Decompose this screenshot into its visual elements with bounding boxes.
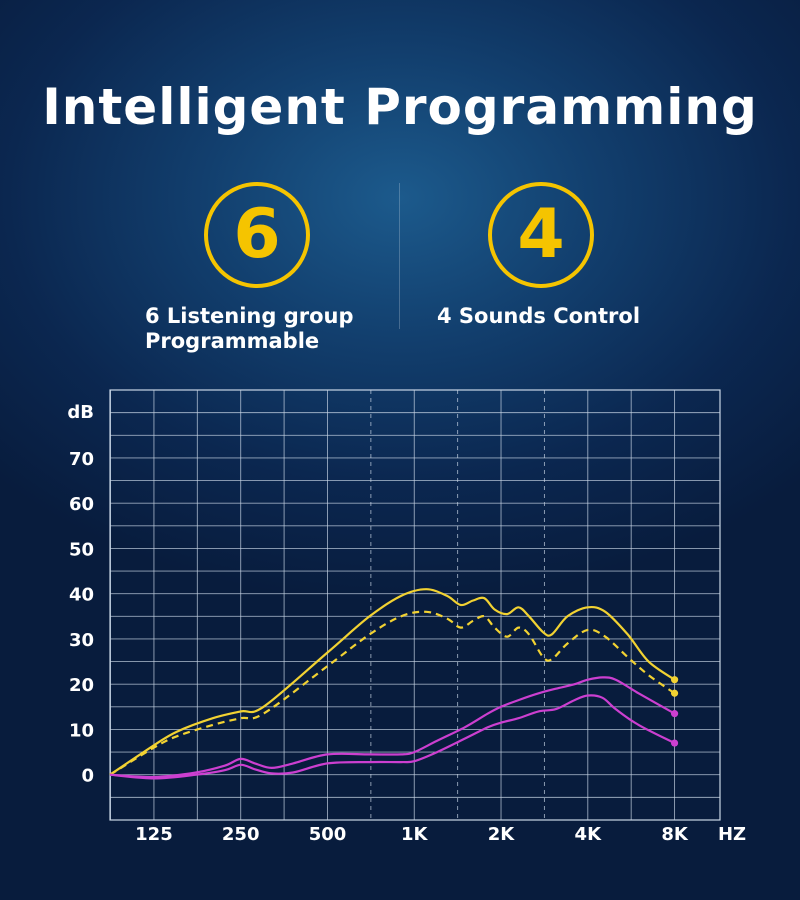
feature-divider [399,183,400,329]
badge-four: 4 [488,182,594,288]
feature-label-line2: Programmable [145,329,320,353]
y-tick-label: 60 [69,494,94,515]
x-axis-label: HZ [718,824,746,845]
feature-label: 6 Listening group Programmable [145,304,354,354]
series-line-2 [109,610,676,776]
y-tick-label: 70 [69,449,94,470]
plot-frame [109,389,721,821]
series-line-1 [109,588,676,776]
y-tick-label: 50 [69,539,94,560]
feature-label-line1: 6 Listening group [145,304,354,328]
y-axis-label: dB [67,402,94,423]
x-tick-label: 500 [309,824,347,845]
page-title: Intelligent Programming [42,78,758,136]
feature-label-line1: 4 Sounds Control [437,304,641,328]
badge-six: 6 [204,182,310,288]
series-end-point-2 [670,689,679,697]
series-end-point-4 [670,739,679,747]
series-end-point-3 [670,710,679,718]
series-line-4 [109,694,676,780]
y-tick-label: 0 [81,766,94,787]
y-tick-label: 30 [69,630,94,651]
x-tick-label: 8K [661,824,689,845]
y-tick-label: 40 [69,585,94,606]
x-tick-label: 1K [401,824,429,845]
x-tick-label: 2K [488,824,516,845]
series-line-3 [109,676,676,779]
x-tick-label: 125 [135,824,173,845]
x-tick-label: 250 [222,824,260,845]
x-tick-label: 4K [575,824,603,845]
y-tick-label: 20 [69,675,94,696]
y-tick-label: 10 [69,720,94,741]
feature-label: 4 Sounds Control [437,304,640,329]
series-end-point-1 [670,676,679,684]
